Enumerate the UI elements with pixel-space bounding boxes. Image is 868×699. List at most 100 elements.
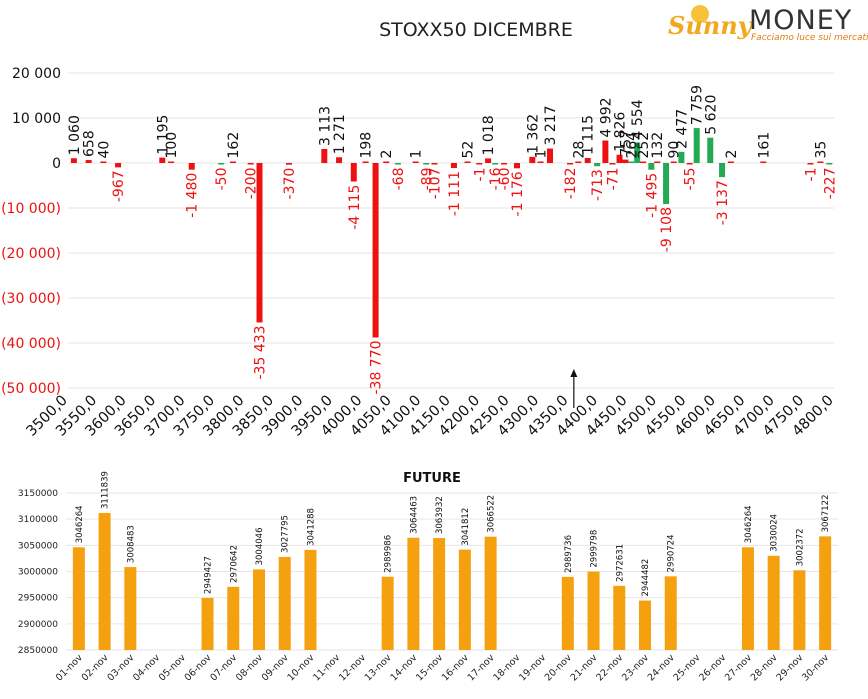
future-value-label: 3027795 [281,515,291,553]
price-marker-arrow [570,369,578,408]
top-bar [513,163,520,169]
future-bar [819,536,832,650]
top-bar [362,161,369,163]
top-bar [412,161,419,163]
top-bar [537,161,544,163]
bottom-x-tick-label: 29-nov [774,652,805,683]
bottom-y-tick-label: 2850000 [18,646,58,656]
future-bar [433,538,446,650]
marker-arrowhead [570,369,578,377]
bottom-x-tick-label: 17-nov [466,652,497,683]
logo-money-text: MONEY [749,5,852,36]
top-bar [575,161,582,163]
bottom-x-tick-label: 21-nov [569,652,600,683]
bottom-chart-x-axis: 01-nov02-nov03-nov04-nov05-nov06-nov07-n… [54,652,832,683]
top-bar [826,163,833,165]
bottom-x-tick-label: 16-nov [440,652,471,683]
top-bar [634,142,641,163]
top-bar [70,158,77,163]
future-value-label: 2989986 [384,535,394,573]
top-y-tick-label: (10 000) [1,201,61,217]
top-data-label: 4 554 [630,99,646,139]
top-data-label: -227 [822,168,838,200]
future-value-label: 3030024 [770,514,780,552]
future-bar [201,597,214,650]
sunny-money-logo: Sunny MONEY Facciamo luce sui mercati [668,5,868,43]
top-y-tick-label: (30 000) [1,291,61,307]
future-value-label: 2970642 [229,545,239,583]
bottom-x-tick-label: 15-nov [414,652,445,683]
bottom-y-tick-label: 2950000 [18,594,58,604]
top-bar [501,163,508,165]
future-value-label: 2989736 [564,535,574,573]
top-y-tick-label: (20 000) [1,246,61,262]
future-value-label: 2944482 [641,559,651,597]
top-data-label: 1 060 [67,115,83,155]
top-bar [640,161,647,163]
top-data-label: -967 [111,170,127,202]
future-bar [664,576,677,650]
bottom-x-tick-label: 20-nov [543,652,574,683]
future-bar [407,537,420,650]
bottom-chart-data-labels: 3046264 3111839 3008483 2949427 2970642 30040… [75,471,831,596]
top-data-label: 1 826 [613,112,629,152]
top-bar [115,163,122,168]
top-bar [663,163,670,204]
future-bar [741,547,754,650]
future-bar [484,536,497,650]
top-data-label: -3 137 [715,180,731,225]
future-value-label: 3066522 [487,495,497,533]
top-bar [285,163,292,165]
bottom-x-tick-label: 11-nov [311,652,342,683]
logo-sunny-text: Sunny [668,11,754,40]
future-value-label: 2990724 [667,534,677,572]
top-data-label: -182 [563,168,579,200]
top-data-label: 52 [460,141,476,159]
top-data-label: -1 [803,168,819,182]
top-bar [594,163,601,167]
top-chart-y-axis: 20 000 10 000 0 (10 000) (20 000) (30 000) (40… [1,66,61,397]
top-data-label: 252 [636,132,652,159]
bottom-chart-bars [72,512,832,650]
top-bar [817,161,824,163]
future-value-label: 3041288 [306,508,316,546]
top-data-label: -107 [428,168,444,200]
top-bar [476,163,483,165]
top-data-label: 2 477 [674,109,690,149]
top-data-label: -38 770 [369,340,385,394]
bottom-x-tick-label: 25-nov [671,652,702,683]
bottom-chart-y-axis: 3150000 3100000 3050000 3000000 2950000 29000… [18,489,58,656]
top-bar [693,128,700,163]
bottom-x-tick-label: 01-nov [54,652,85,683]
future-bar [278,556,291,650]
top-data-label: -200 [244,168,260,200]
bottom-x-tick-label: 23-nov [620,652,651,683]
top-bar [492,163,499,165]
top-chart-x-axis: 3500,03550,03600,03650,03700,03750,03800… [24,393,837,440]
top-data-label: 198 [359,132,375,159]
bottom-y-tick-label: 3150000 [18,489,58,499]
top-data-label: 1 [409,150,425,159]
top-bar [807,163,814,165]
top-y-tick-label: 10 000 [12,111,61,127]
bottom-x-tick-label: 27-nov [723,652,754,683]
top-data-label: 1 195 [155,115,171,155]
sun-icon [691,5,709,23]
top-bar [450,163,457,168]
top-data-label: 100 [164,132,180,159]
top-bar [350,163,357,182]
bottom-x-tick-label: 18-nov [491,652,522,683]
top-data-label: -68 [391,168,407,191]
future-value-label: 3111839 [101,471,111,509]
future-bar [98,512,111,650]
top-bar [218,163,225,165]
bottom-chart-grid [66,492,838,651]
top-data-label: 40 [96,141,112,159]
future-bar [561,576,574,650]
future-bar [227,586,240,650]
bottom-x-tick-label: 10-nov [285,652,316,683]
top-y-tick-label: 20 000 [12,66,61,82]
top-data-label: 7 759 [690,85,706,125]
top-bar [529,156,536,163]
